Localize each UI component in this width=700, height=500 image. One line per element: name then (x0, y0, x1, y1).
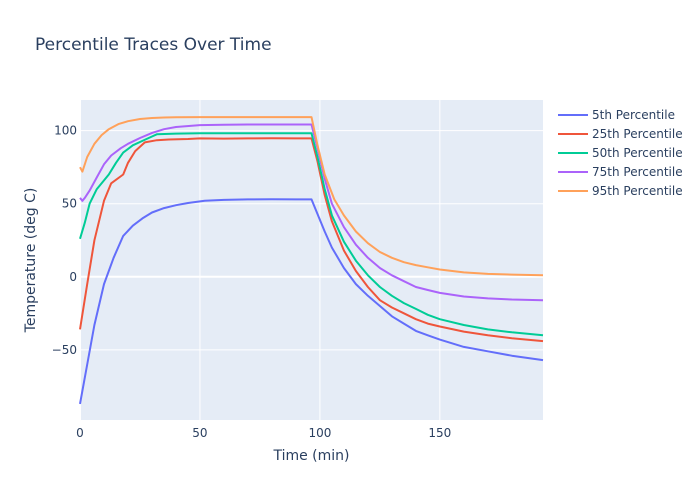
legend: 5th Percentile 25th Percentile 50th Percen… (558, 108, 683, 198)
legend-item[interactable]: 50th Percentile (558, 146, 683, 160)
chart-title: Percentile Traces Over Time (35, 35, 272, 55)
y-tick-labels: −50 0 50 100 (52, 124, 77, 357)
x-tick-label: 100 (308, 426, 331, 440)
y-tick-label: 0 (69, 270, 77, 284)
y-tick-label: 50 (62, 197, 77, 211)
y-axis-title: Temperature (deg C) (23, 188, 39, 334)
legend-item[interactable]: 5th Percentile (558, 108, 675, 122)
plot-area[interactable] (80, 100, 543, 420)
legend-label: 5th Percentile (592, 108, 675, 122)
x-tick-label: 0 (76, 426, 84, 440)
legend-label: 95th Percentile (592, 184, 683, 198)
legend-label: 50th Percentile (592, 146, 683, 160)
legend-label: 75th Percentile (592, 165, 683, 179)
x-tick-label: 150 (428, 426, 451, 440)
legend-label: 25th Percentile (592, 127, 683, 141)
x-tick-label: 50 (192, 426, 207, 440)
legend-item[interactable]: 95th Percentile (558, 184, 683, 198)
legend-item[interactable]: 25th Percentile (558, 127, 683, 141)
y-tick-label: −50 (52, 343, 77, 357)
x-tick-labels: 0 50 100 150 (76, 426, 451, 440)
x-axis-title: Time (min) (272, 448, 349, 464)
y-tick-label: 100 (54, 124, 77, 138)
legend-item[interactable]: 75th Percentile (558, 165, 683, 179)
